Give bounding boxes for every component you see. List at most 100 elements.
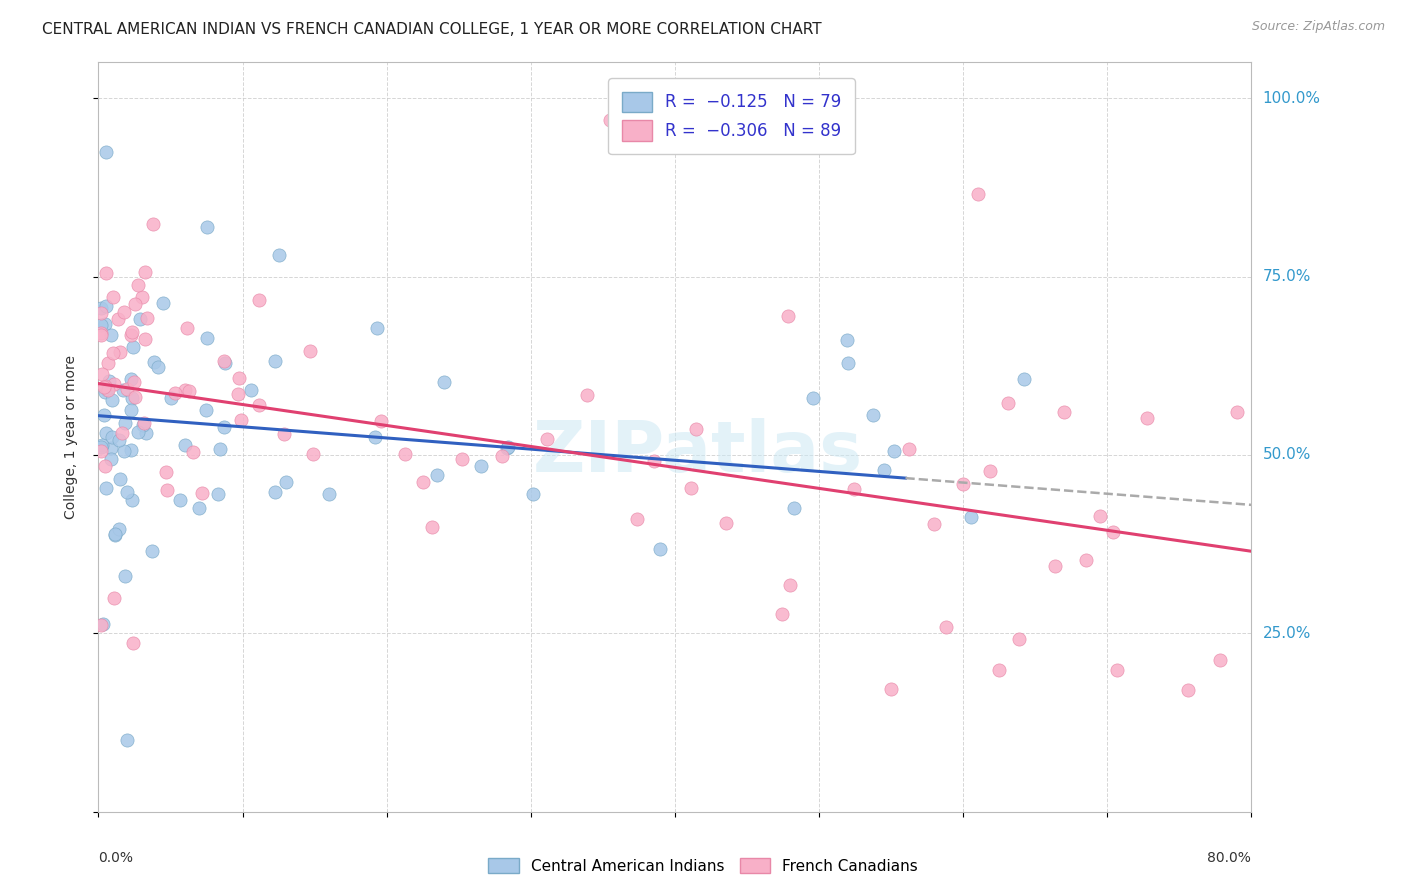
Point [685, 422, 707, 436]
Point [103, 346, 125, 360]
Point [228, 387, 250, 401]
Point [131, 290, 153, 304]
Point [146, 360, 169, 375]
Point [1209, 653, 1232, 667]
Point [318, 487, 340, 501]
Point [98, 374, 121, 388]
Point [302, 447, 325, 461]
Point [1074, 553, 1097, 567]
Point [90, 618, 112, 632]
Point [111, 426, 134, 441]
Point [842, 483, 865, 497]
Point [165, 385, 187, 400]
Point [93, 380, 115, 394]
Point [114, 444, 136, 458]
Point [100, 451, 122, 466]
Point [181, 445, 204, 459]
Point [120, 443, 142, 458]
Point [1043, 559, 1066, 574]
Point [599, 112, 621, 127]
Text: 25.0%: 25.0% [1263, 626, 1310, 640]
Point [121, 492, 143, 507]
Point [491, 449, 513, 463]
Point [156, 483, 179, 498]
Point [451, 452, 474, 467]
Point [837, 333, 859, 347]
Point [988, 663, 1011, 677]
Point [100, 430, 122, 444]
Point [173, 383, 195, 397]
Point [470, 458, 492, 473]
Point [837, 356, 859, 370]
Point [127, 277, 149, 292]
Point [273, 426, 295, 441]
Point [101, 290, 124, 304]
Point [104, 528, 127, 542]
Point [1014, 372, 1036, 386]
Point [107, 522, 129, 536]
Point [124, 296, 146, 310]
Point [94, 384, 117, 399]
Point [898, 442, 921, 457]
Point [872, 463, 894, 477]
Point [94, 379, 117, 393]
Point [229, 412, 252, 426]
Point [364, 430, 387, 444]
Point [979, 465, 1001, 479]
Point [883, 443, 905, 458]
Legend: Central American Indians, French Canadians: Central American Indians, French Canadia… [482, 852, 924, 880]
Point [247, 398, 270, 412]
Point [134, 332, 156, 346]
Point [101, 392, 124, 407]
Point [496, 440, 519, 454]
Point [1090, 508, 1112, 523]
Point [100, 441, 122, 455]
Point [120, 372, 142, 386]
Point [370, 414, 392, 428]
Point [1053, 405, 1076, 419]
Point [801, 392, 824, 406]
Text: 75.0%: 75.0% [1263, 269, 1310, 284]
Point [779, 578, 801, 592]
Point [1177, 683, 1199, 698]
Point [536, 432, 558, 446]
Point [152, 296, 174, 310]
Point [522, 487, 544, 501]
Point [142, 217, 165, 231]
Point [136, 311, 159, 326]
Point [214, 356, 236, 370]
Point [276, 475, 298, 489]
Point [194, 403, 217, 417]
Point [90, 318, 112, 332]
Point [575, 388, 598, 402]
Point [935, 620, 957, 634]
Point [96, 425, 118, 440]
Point [141, 544, 163, 558]
Point [110, 345, 132, 359]
Text: 50.0%: 50.0% [1263, 448, 1310, 462]
Point [94, 459, 117, 474]
Point [264, 485, 287, 500]
Point [121, 325, 143, 339]
Point [103, 591, 125, 605]
Point [679, 481, 702, 495]
Point [124, 390, 146, 404]
Point [433, 375, 456, 389]
Point [862, 408, 884, 422]
Point [96, 383, 118, 397]
Point [495, 441, 517, 455]
Point [174, 438, 197, 452]
Point [115, 484, 138, 499]
Point [90, 440, 112, 454]
Point [169, 492, 191, 507]
Point [108, 434, 131, 448]
Point [94, 482, 117, 496]
Point [1107, 663, 1129, 677]
Point [93, 408, 115, 422]
Point [90, 326, 112, 340]
Point [142, 354, 165, 368]
Point [132, 418, 155, 433]
Point [90, 443, 112, 458]
Point [195, 331, 218, 345]
Point [90, 328, 112, 343]
